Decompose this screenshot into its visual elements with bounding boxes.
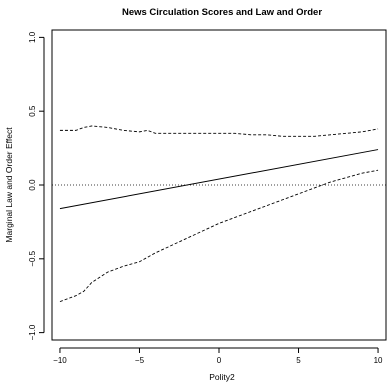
y-tick-label: 1.0	[28, 31, 37, 43]
x-tick-label: −5	[135, 356, 145, 365]
y-tick-label: −0.5	[28, 250, 37, 266]
x-axis: −10 −5 0 5 10	[53, 347, 383, 365]
x-axis-label: Polity2	[209, 372, 235, 382]
chart-title: News Circulation Scores and Law and Orde…	[122, 7, 322, 18]
series-layer	[52, 125, 386, 303]
upper-bound-line	[59, 125, 379, 137]
y-tick-label: 0.5	[28, 105, 37, 117]
x-tick-label: 5	[296, 356, 301, 365]
x-tick-label: 10	[374, 356, 383, 365]
lower-bound-line	[59, 169, 379, 303]
y-axis-label: Marginal Law and Order Effect	[4, 127, 14, 243]
estimate-line	[59, 149, 379, 210]
x-tick-label: −10	[53, 356, 67, 365]
x-tick-label: 0	[217, 356, 222, 365]
y-axis: −1.0 −0.5 0.0 0.5 1.0	[28, 31, 45, 341]
y-tick-label: 0.0	[28, 179, 37, 191]
y-tick-label: −1.0	[28, 324, 37, 340]
